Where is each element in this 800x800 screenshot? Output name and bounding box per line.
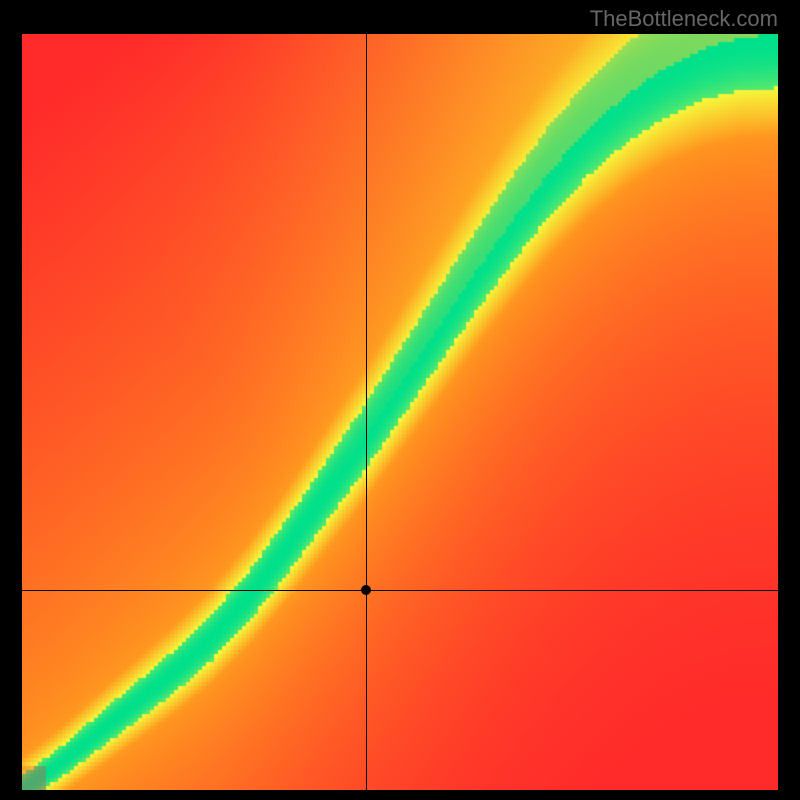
crosshair-vertical xyxy=(366,34,367,790)
watermark-text: TheBottleneck.com xyxy=(590,6,778,32)
data-point-marker xyxy=(361,585,371,595)
plot-area xyxy=(22,34,778,790)
chart-container: TheBottleneck.com xyxy=(0,0,800,800)
heatmap-canvas xyxy=(22,34,778,790)
crosshair-horizontal xyxy=(22,590,778,591)
